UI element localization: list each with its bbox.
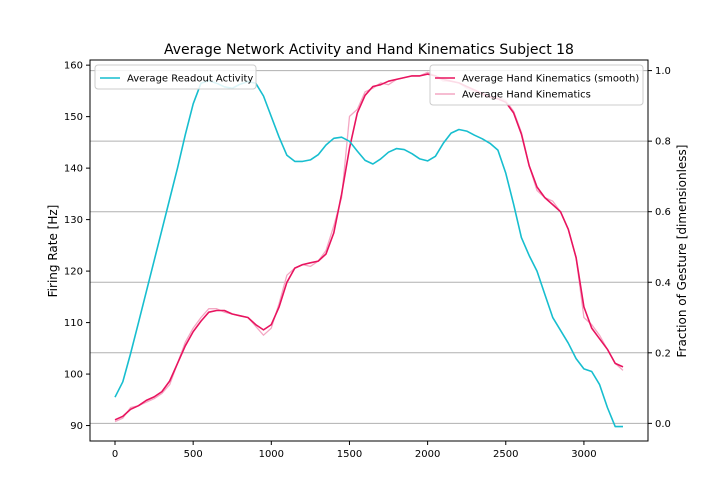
plot-frame xyxy=(89,59,649,442)
series-line-2 xyxy=(114,73,624,421)
x-tick-label: 500 xyxy=(184,449,203,460)
left-tick-label: 90 xyxy=(70,421,83,432)
left-tick-label: 100 xyxy=(64,370,83,381)
legend-label: Average Readout Activity xyxy=(127,74,253,85)
left-tick-label: 160 xyxy=(64,61,83,72)
right-tick-label: 0.2 xyxy=(655,348,671,359)
legend-right: Average Hand Kinematics (smooth) Average … xyxy=(429,64,644,106)
legend-label: Average Hand Kinematics xyxy=(462,90,591,101)
left-tick-label: 140 xyxy=(64,164,83,175)
legend-box xyxy=(429,64,644,106)
left-axis-label: Firing Rate [Hz] xyxy=(46,205,60,298)
left-tick-label: 110 xyxy=(64,318,83,329)
x-tick-label: 2000 xyxy=(415,449,440,460)
x-tick-label: 1500 xyxy=(337,449,362,460)
x-tick-label: 0 xyxy=(112,449,118,460)
right-tick-label: 1.0 xyxy=(655,66,671,77)
chart-title: Average Network Activity and Hand Kinema… xyxy=(164,42,574,58)
right-tick-label: 0.8 xyxy=(655,137,671,148)
left-tick-label: 150 xyxy=(64,112,83,123)
legend-label: Average Hand Kinematics (smooth) xyxy=(462,74,639,85)
right-axis-ticks: 0.0 0.2 0.4 0.6 0.8 1.0 xyxy=(648,66,671,430)
left-tick-label: 130 xyxy=(64,215,83,226)
left-axis-ticks: 90 100 110 120 130 140 150 160 xyxy=(64,61,90,432)
right-tick-label: 0.6 xyxy=(655,207,671,218)
x-tick-label: 2500 xyxy=(493,449,518,460)
right-tick-label: 0.0 xyxy=(655,419,671,430)
x-tick-label: 1000 xyxy=(259,449,284,460)
left-tick-label: 120 xyxy=(64,267,83,278)
right-axis-label: Fraction of Gesture [dimensionless] xyxy=(675,145,689,358)
x-axis-ticks: 0 500 1000 1500 2000 2500 3000 xyxy=(112,441,597,460)
legend-left: Average Readout Activity xyxy=(94,64,257,90)
right-tick-label: 0.4 xyxy=(655,278,671,289)
x-tick-label: 3000 xyxy=(571,449,596,460)
legend-box xyxy=(94,64,257,90)
